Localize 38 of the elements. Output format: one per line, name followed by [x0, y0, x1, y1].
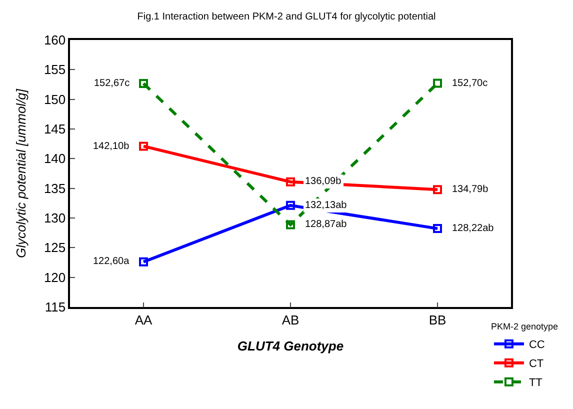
- legend-label: CT: [528, 358, 544, 370]
- data-label: 152,70c: [452, 78, 488, 89]
- y-tick-label: 120: [44, 270, 66, 285]
- legend-title: PKM-2 genotype: [490, 321, 558, 332]
- data-label: 132,13ab: [305, 200, 348, 211]
- y-tick-label: 135: [44, 180, 66, 196]
- point: [139, 142, 148, 151]
- chart-title: Fig.1 Interaction between PKM-2 and GLUT4 for glycolytic potential: [137, 11, 436, 22]
- y-axis-title: Glycolytic potential [ummol/g]: [13, 88, 28, 258]
- data-label: 128,22ab: [452, 223, 494, 234]
- data-label: 136,09b: [305, 176, 342, 187]
- y-tick-label: 125: [44, 240, 66, 256]
- y-tick-label: 160: [44, 32, 66, 48]
- x-axis-title: GLUT4 Genotype: [237, 338, 344, 354]
- point: [433, 224, 442, 234]
- data-label: 128,87ab: [305, 219, 348, 230]
- y-tick-label: 155: [44, 62, 66, 78]
- data-label: 152,67c: [94, 78, 130, 89]
- data-label: 122,60a: [93, 256, 130, 267]
- legend-label: TT: [528, 377, 543, 390]
- x-tick-label: AB: [282, 312, 300, 328]
- y-tick-label: 130: [44, 210, 66, 226]
- data-label: 142,10b: [93, 141, 130, 152]
- y-tick-label: 115: [44, 300, 66, 315]
- point: [433, 78, 442, 88]
- y-tick-label: 140: [44, 151, 66, 166]
- x-tick-label: BB: [428, 312, 446, 328]
- point: [286, 200, 295, 210]
- x-tick-label: AA: [134, 312, 152, 328]
- y-tick-label: 145: [44, 122, 66, 137]
- data-label: 134,79b: [452, 184, 489, 195]
- point: [286, 177, 295, 186]
- point: [139, 257, 148, 266]
- y-tick-label: 150: [44, 92, 66, 107]
- point: [286, 220, 295, 230]
- point: [139, 78, 148, 88]
- legend-label: CC: [528, 339, 545, 352]
- point: [433, 185, 442, 194]
